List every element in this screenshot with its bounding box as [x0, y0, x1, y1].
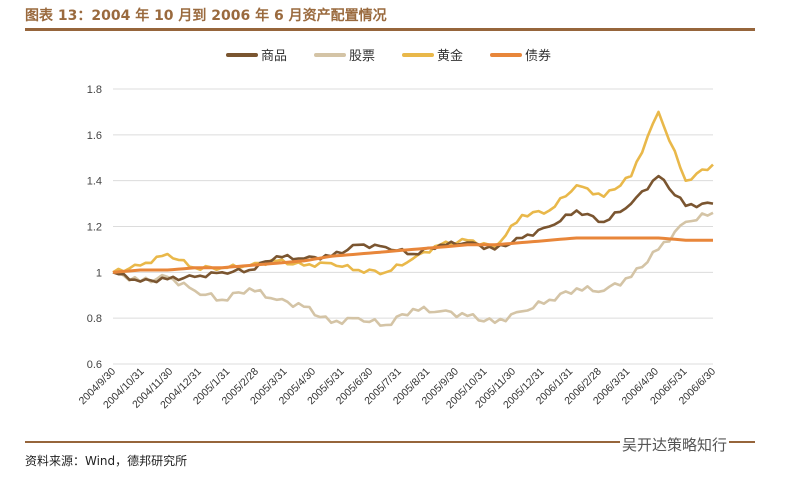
line-chart: 0.60.811.21.41.61.82004/9/302004/10/3120… [77, 48, 719, 411]
y-tick-label: 0.8 [87, 313, 102, 325]
y-tick-label: 0.6 [87, 359, 102, 371]
legend-label: 债券 [525, 48, 551, 64]
footer-divider [25, 441, 755, 443]
y-tick-label: 1.6 [87, 130, 102, 142]
y-tick-label: 1.2 [87, 222, 102, 234]
y-tick-label: 1.4 [87, 176, 102, 188]
title-divider [25, 28, 755, 31]
legend-label: 黄金 [437, 48, 463, 64]
chart-title: 图表 13：2004 年 10 月到 2006 年 6 月资产配置情况 [25, 8, 387, 24]
y-tick-label: 1.8 [87, 84, 102, 96]
watermark: 吴开达策略知行 [620, 434, 730, 455]
series-line-债券 [112, 236, 713, 274]
source-note: 资料来源：Wind，德邦研究所 [25, 454, 188, 468]
series-line-股票 [112, 211, 714, 327]
y-tick-label: 1 [96, 267, 102, 279]
series-line-商品 [112, 174, 714, 284]
legend-label: 商品 [261, 49, 287, 64]
legend-label: 股票 [349, 49, 375, 64]
